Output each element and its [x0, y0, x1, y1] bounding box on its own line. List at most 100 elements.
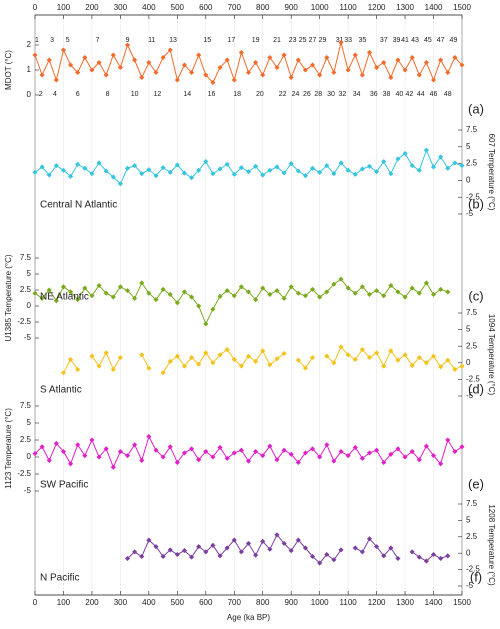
data-point: [89, 293, 95, 299]
data-point: [338, 449, 344, 455]
panel-label: (f): [470, 569, 482, 584]
data-point: [132, 163, 138, 169]
y-axis-label: MDOT (°C): [4, 50, 13, 90]
data-point: [103, 350, 109, 356]
data-point: [117, 354, 123, 361]
data-point: [438, 57, 444, 63]
data-point: [452, 366, 458, 372]
x-tick-label: 700: [228, 598, 242, 607]
y-axis-label: 607 Temperature (°C): [487, 134, 496, 211]
data-point: [132, 442, 138, 448]
data-point: [260, 453, 266, 459]
data-point: [253, 552, 259, 558]
data-point: [117, 181, 123, 187]
data-point: [210, 454, 216, 460]
data-point: [423, 280, 429, 286]
data-point: [75, 366, 81, 372]
data-point: [267, 362, 273, 368]
data-point: [196, 52, 202, 58]
data-point: [53, 77, 59, 83]
data-point: [302, 293, 308, 299]
data-point: [359, 346, 365, 353]
data-point: [430, 291, 437, 298]
y-axis-label: 1208 Temperature (°C): [487, 504, 496, 586]
data-point: [139, 74, 145, 81]
data-point: [423, 360, 429, 366]
mis-label: 30: [327, 91, 335, 98]
data-point: [388, 282, 394, 289]
data-point: [409, 54, 415, 61]
data-point: [224, 57, 230, 63]
data-point: [189, 354, 195, 361]
mis-label: 46: [430, 91, 438, 98]
data-point: [366, 163, 373, 169]
x-tick-label: 600: [199, 3, 213, 12]
data-point: [281, 295, 287, 301]
data-point: [139, 352, 145, 358]
data-point: [245, 289, 252, 295]
mis-label: 13: [169, 37, 177, 44]
data-point: [324, 442, 330, 448]
x-tick-label: 1500: [453, 3, 471, 12]
data-point: [267, 546, 273, 552]
data-point: [366, 291, 373, 298]
data-point: [32, 52, 38, 58]
mis-label: 48: [444, 91, 452, 98]
y-tick-label: -2.5: [17, 469, 31, 478]
data-point: [167, 444, 173, 450]
data-point: [203, 350, 209, 356]
data-point: [302, 545, 308, 551]
mis-label: 37: [380, 37, 388, 44]
data-point: [324, 551, 330, 558]
data-point: [146, 290, 152, 296]
mis-label: 31: [336, 37, 344, 44]
data-point: [117, 449, 123, 455]
data-point: [381, 553, 387, 559]
data-point: [281, 52, 287, 58]
x-tick-label: 400: [142, 3, 156, 12]
data-point: [96, 160, 102, 166]
x-tick-label: 0: [33, 598, 38, 607]
mis-label: 33: [344, 37, 352, 44]
data-point: [324, 54, 330, 61]
data-point: [181, 170, 187, 176]
data-point: [324, 163, 330, 169]
data-point: [53, 298, 59, 304]
data-point: [302, 173, 308, 179]
data-point: [224, 455, 230, 461]
y-tick-label: -2.5: [17, 317, 31, 326]
x-tick-label: 1100: [340, 598, 358, 607]
data-point: [402, 454, 408, 460]
data-point: [217, 166, 223, 172]
mis-label: 25: [299, 37, 307, 44]
x-tick-label: 200: [85, 598, 99, 607]
data-point: [110, 464, 116, 470]
data-point: [366, 354, 373, 361]
data-point: [281, 447, 287, 453]
y-tick-label: 2: [27, 40, 32, 49]
data-point: [46, 57, 52, 63]
data-point: [82, 453, 88, 459]
mis-label: 35: [358, 37, 366, 44]
series-label: Central N Atlantic: [40, 200, 117, 211]
data-point: [338, 344, 344, 350]
data-point: [438, 154, 444, 160]
mis-label: 27: [309, 37, 317, 44]
data-point: [231, 293, 237, 299]
data-point: [32, 451, 38, 457]
data-point: [39, 295, 45, 301]
data-point: [75, 442, 81, 448]
mis-label: 49: [450, 37, 458, 44]
mis-label: 26: [303, 91, 311, 98]
data-point: [89, 353, 95, 359]
data-point: [196, 167, 202, 173]
data-point: [196, 361, 202, 367]
y-tick-label: 2.5: [20, 285, 32, 294]
mis-label: 22: [279, 91, 287, 98]
series-label: N Pacific: [40, 573, 79, 584]
data-point: [117, 64, 123, 71]
data-point: [167, 291, 173, 298]
data-point: [196, 303, 202, 309]
mis-label: 1: [35, 37, 39, 44]
data-point: [167, 169, 173, 175]
